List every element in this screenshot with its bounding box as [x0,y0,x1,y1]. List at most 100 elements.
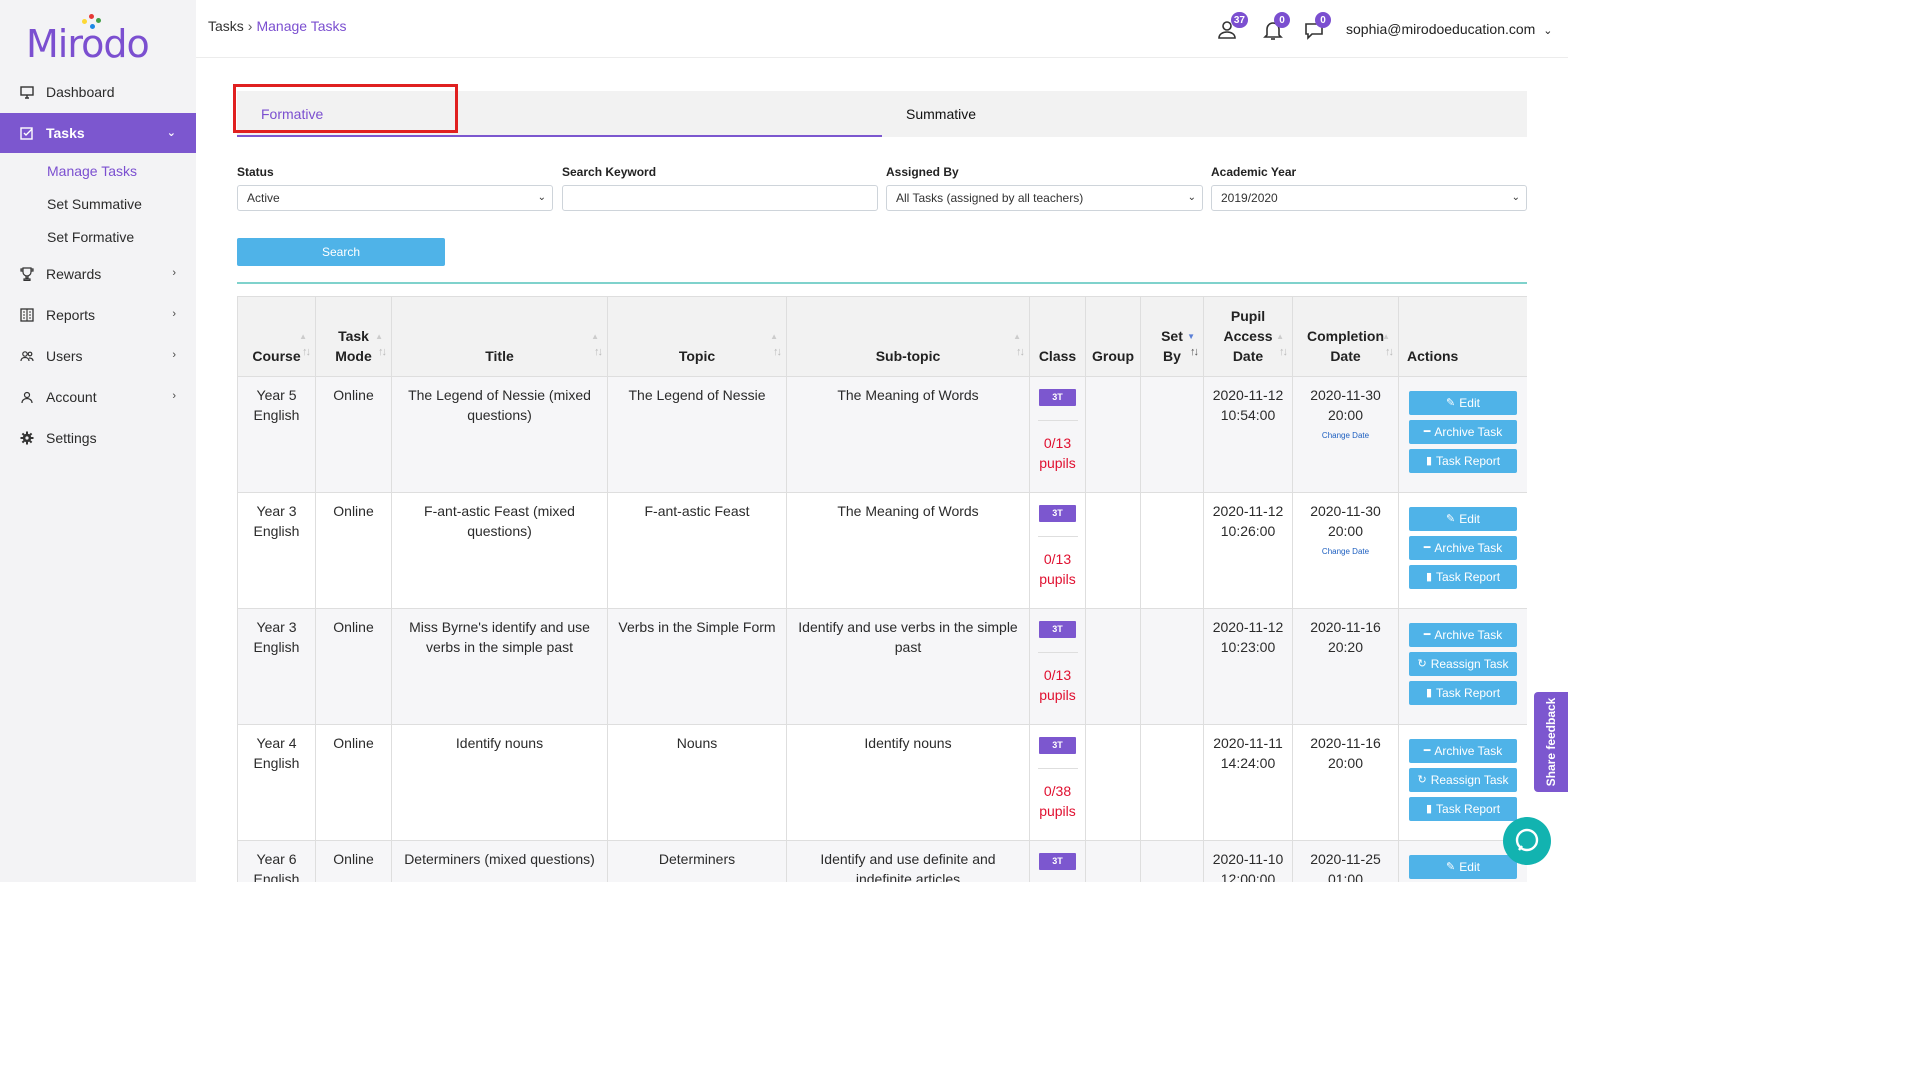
chevron-right-icon: › [172,349,176,361]
access-date: 2020-11-11 [1213,735,1283,751]
sidebar-item-rewards[interactable]: Rewards › [0,254,196,294]
sidebar-subitem-manage-tasks[interactable]: Manage Tasks [47,163,138,179]
access-time: 10:23:00 [1220,639,1276,655]
bar-chart-icon: ▮ [1425,571,1433,583]
class-badge[interactable]: 3T [1039,389,1076,406]
completion-date: 2020-11-25 [1310,851,1381,867]
row-actions: ✎ Edit ━ Archive Task ▮ Task Report [1405,501,1521,594]
archive-task-button[interactable]: ━ Archive Task [1409,739,1517,763]
sidebar-item-settings[interactable]: Settings [0,418,196,458]
assigned-by-select[interactable]: All Tasks (assigned by all teachers) ⌄ [886,185,1203,211]
course-subject: English [253,407,300,423]
access-date: 2020-11-12 [1212,503,1284,519]
edit-button[interactable]: ✎ Edit [1409,391,1517,415]
cell-completion-date: 2020-11-16 20:00 [1292,724,1399,841]
cell-mode: Online [315,724,392,841]
col-completion-label: Date [1330,348,1361,364]
cell-group [1085,492,1141,609]
col-pupil-access-date[interactable]: Pupil Access Date ▲ ↑↓ [1203,296,1293,377]
cell-subtopic: The Meaning of Words [786,376,1030,493]
col-completion-date[interactable]: Completion Date ▲ ↑↓ [1292,296,1399,377]
task-report-button[interactable]: ▮ Task Report [1409,681,1517,705]
pupils-word: pupils [1039,687,1076,703]
search-keyword-input[interactable] [562,185,878,211]
breadcrumb-root[interactable]: Tasks [208,18,244,34]
edit-button[interactable]: ✎ Edit [1409,507,1517,531]
col-course-label: Course [252,348,301,364]
sidebar-item-label: Tasks [46,125,85,141]
sort-icon: ↑↓ [302,346,311,358]
user-menu[interactable]: sophia@mirodoeducation.com ⌄ [1346,21,1552,37]
sort-icon: ↑↓ [773,346,782,358]
minus-icon: ━ [1423,629,1431,641]
class-badge[interactable]: 3T [1039,505,1076,522]
sidebar-subitem-set-formative[interactable]: Set Formative [47,229,135,245]
change-date-link[interactable]: Change Date [1321,547,1370,556]
users-notification-button[interactable]: 37 [1216,12,1248,42]
monitor-icon [20,85,34,99]
mirodo-logo[interactable]: Mirodo [26,14,156,66]
tab-summative[interactable]: Summative [906,106,977,122]
tab-formative[interactable]: Formative [261,106,324,122]
logo-dot [82,19,87,24]
chat-launcher-button[interactable] [1503,817,1551,865]
change-date-link[interactable]: Change Date [1321,431,1370,440]
search-button[interactable]: Search [237,238,445,266]
cell-title: F-ant-astic Feast (mixed questions) [391,492,608,609]
access-time: 12:00:00 [1220,871,1276,882]
task-report-button[interactable]: ▮ Task Report [1409,797,1517,821]
class-badge[interactable]: 3T [1039,853,1076,870]
col-access-label: Access [1223,328,1273,344]
col-topic[interactable]: Topic ▲ ↑↓ [607,296,787,377]
sidebar-item-users[interactable]: Users › [0,336,196,376]
task-report-button[interactable]: ▮ Task Report [1409,565,1517,589]
col-group-label: Group [1092,348,1134,364]
access-time: 14:24:00 [1220,755,1276,771]
sidebar-item-account[interactable]: Account › [0,377,196,417]
notifications-button[interactable]: 0 [1262,12,1290,42]
col-set-by[interactable]: Set By ▼ ↑↓ [1140,296,1204,377]
action-label: Task Report [1436,686,1501,700]
col-completion-label: Completion [1307,328,1384,344]
task-report-button[interactable]: ▮ Task Report [1409,449,1517,473]
course-subject: English [253,871,300,882]
share-feedback-button[interactable]: Share feedback [1534,692,1568,792]
sidebar-item-reports[interactable]: Reports › [0,295,196,335]
messages-button[interactable]: 0 [1303,12,1331,42]
class-badge[interactable]: 3T [1039,621,1076,638]
col-title[interactable]: Title ▲ ↑↓ [391,296,608,377]
col-title-label: Title [485,348,514,364]
archive-task-button[interactable]: ━ Archive Task [1409,536,1517,560]
sidebar-subitem-set-summative[interactable]: Set Summative [47,196,142,212]
class-badge[interactable]: 3T [1039,737,1076,754]
cell-class: 3T 0/13 pupils [1029,492,1086,609]
completion-time: 20:20 [1327,639,1364,655]
reassign-task-button[interactable]: ↻ Reassign Task [1409,768,1517,792]
chevron-down-icon: ⌄ [1187,192,1196,203]
cell-set-by [1140,840,1204,882]
status-select[interactable]: Active ⌄ [237,185,553,211]
sidebar-item-tasks[interactable]: Tasks ⌄ [0,113,196,153]
action-label: Task Report [1436,454,1501,468]
tasks-table: Course ▲ ↑↓ Task Mode ▲ ↑↓ Title ▲ ↑↓ Topic ▲ ↑↓ … [237,296,1527,882]
action-label: Archive Task [1434,744,1503,758]
reassign-task-button[interactable]: ↻ Reassign Task [1409,652,1517,676]
gear-icon [20,431,34,445]
trophy-icon [20,267,34,281]
pupils-count: 0/13 [1043,435,1072,451]
course-year: Year 3 [256,503,297,519]
col-course[interactable]: Course ▲ ↑↓ [237,296,316,377]
sidebar-item-dashboard[interactable]: Dashboard [0,72,196,112]
cell-subtopic: The Meaning of Words [786,492,1030,609]
cell-access-date: 2020-11-12 10:26:00 [1203,492,1293,609]
cell-title: The Legend of Nessie (mixed questions) [391,376,608,493]
edit-button[interactable]: ✎ Edit [1409,855,1517,879]
bar-chart-icon: ▮ [1425,803,1433,815]
academic-year-select[interactable]: 2019/2020 ⌄ [1211,185,1527,211]
col-subtopic[interactable]: Sub-topic ▲ ↑↓ [786,296,1030,377]
col-task-mode[interactable]: Task Mode ▲ ↑↓ [315,296,392,377]
chevron-right-icon: › [172,267,176,279]
col-set-by-label: By [1163,348,1181,364]
archive-task-button[interactable]: ━ Archive Task [1409,623,1517,647]
archive-task-button[interactable]: ━ Archive Task [1409,420,1517,444]
